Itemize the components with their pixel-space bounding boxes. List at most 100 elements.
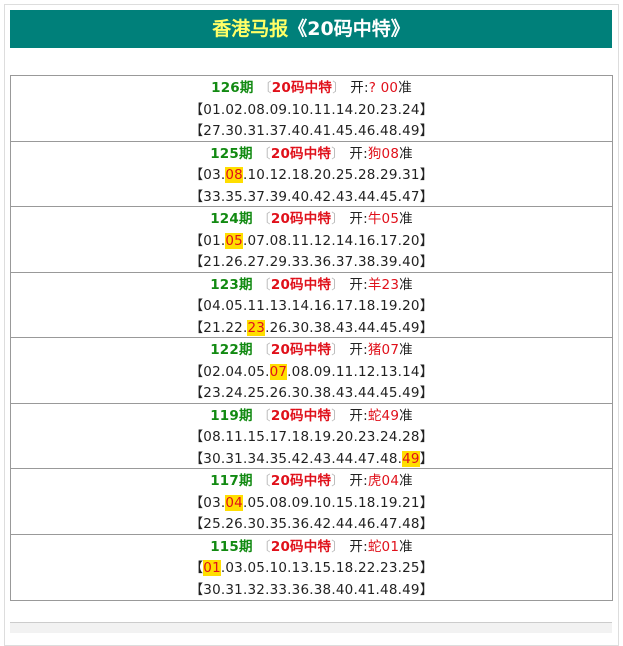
table-row: 123期 〔20码中特〕 开:羊23准 【04.05.11.13.14.16.17…: [11, 273, 612, 338]
number: 18: [357, 494, 376, 511]
number: 39: [269, 188, 288, 205]
separator: .: [331, 232, 336, 249]
result-value: ? 00: [368, 80, 399, 96]
table-row: 125期 〔20码中特〕 开:狗08准 【03.08.10.12.18.20.25…: [11, 142, 612, 207]
separator: .: [242, 167, 248, 183]
separator: .: [242, 450, 248, 467]
number: 31: [247, 123, 266, 139]
result-value: 羊23: [367, 276, 400, 293]
separator: .: [331, 188, 336, 205]
separator: .: [353, 319, 358, 336]
number: 44: [335, 450, 354, 467]
bracket-right: 】: [419, 516, 434, 532]
bracket-right: 】: [419, 494, 434, 511]
bracket-right: 】: [419, 167, 434, 183]
prediction-label: 20码中特: [270, 538, 332, 555]
separator: .: [242, 319, 248, 336]
number: 33: [203, 188, 221, 205]
separator: .: [331, 494, 336, 511]
number: 16: [313, 298, 332, 314]
separator: .: [242, 101, 248, 118]
separator: .: [309, 101, 314, 118]
number: 10: [291, 101, 310, 118]
number: 35: [225, 188, 243, 205]
separator: .: [287, 494, 292, 511]
accuracy-suffix: 准: [399, 276, 413, 293]
bracket-close: 〕: [331, 342, 350, 358]
separator: .: [287, 581, 292, 598]
number: 43: [335, 188, 354, 205]
number: 12: [269, 167, 288, 183]
separator: .: [397, 188, 403, 205]
separator: .: [220, 188, 226, 205]
separator: .: [353, 232, 358, 249]
number-line: 【25.26.30.35.36.42.44.46.47.48】: [11, 514, 612, 536]
bracket-right: 】: [419, 101, 434, 118]
bracket-right: 】: [419, 560, 434, 576]
bracket-left: 【: [189, 581, 204, 598]
number: 38: [313, 385, 332, 401]
number: 03: [225, 560, 243, 576]
number: 19: [380, 494, 398, 511]
bracket-left: 【: [189, 429, 204, 445]
separator: .: [397, 232, 403, 249]
separator: .: [375, 123, 381, 139]
bracket-left: 【: [189, 101, 204, 118]
number-line: 【01.05.07.08.11.12.14.16.17.20】: [11, 231, 612, 253]
separator: .: [353, 385, 358, 401]
separator: .: [220, 581, 226, 598]
number-line: 【01.02.08.09.10.11.14.20.23.24】: [11, 100, 612, 122]
separator: .: [265, 363, 270, 380]
separator: .: [353, 298, 358, 314]
number-line: 【30.31.34.35.42.43.44.47.48.49】: [11, 449, 612, 471]
row-header: 119期 〔20码中特〕 开:蛇49准: [11, 406, 612, 428]
number: 42: [291, 450, 310, 467]
open-label: 开:: [349, 407, 368, 424]
separator: .: [375, 450, 381, 467]
separator: .: [309, 363, 314, 380]
issue-number: 122期: [210, 342, 253, 358]
table-row: 119期 〔20码中特〕 开:蛇49准 【08.11.15.17.18.19.20…: [11, 404, 612, 471]
number: 44: [357, 188, 376, 205]
number: 05: [247, 494, 266, 511]
separator: .: [309, 123, 314, 139]
number: 21: [203, 319, 221, 336]
prediction-label: 20码中特: [271, 80, 333, 96]
number: 26: [269, 385, 288, 401]
number: 17: [335, 298, 354, 314]
separator: .: [353, 450, 358, 467]
number: 48: [380, 123, 398, 139]
number-line: 【01.03.05.10.13.15.18.22.23.25】: [11, 558, 612, 580]
separator: .: [220, 319, 226, 336]
separator: .: [331, 254, 336, 270]
separator: .: [353, 516, 358, 532]
number: 47: [357, 450, 376, 467]
bracket-left: 【: [189, 450, 204, 467]
number: 18: [291, 429, 310, 445]
number: 45: [335, 123, 354, 139]
number: 09: [313, 363, 332, 380]
number: 15: [313, 560, 332, 576]
separator: .: [397, 167, 403, 183]
separator: .: [265, 188, 270, 205]
number: 03: [203, 167, 221, 183]
separator: .: [220, 494, 226, 511]
number: 13: [269, 298, 288, 314]
bracket-right: 】: [419, 298, 434, 314]
result-value: 蛇49: [367, 407, 400, 424]
separator: .: [265, 232, 270, 249]
number: 43: [335, 319, 354, 336]
separator: .: [242, 363, 248, 380]
number: 35: [269, 450, 288, 467]
separator: .: [220, 123, 226, 139]
hit-number: 49: [402, 450, 420, 467]
number: 31: [225, 581, 243, 598]
separator: .: [265, 167, 270, 183]
separator: .: [220, 232, 226, 249]
bracket-left: 【: [189, 188, 204, 205]
number: 46: [357, 516, 376, 532]
number: 20: [357, 101, 376, 118]
separator: .: [309, 167, 314, 183]
accuracy-suffix: 准: [399, 145, 413, 162]
bracket-left: 【: [189, 298, 204, 314]
